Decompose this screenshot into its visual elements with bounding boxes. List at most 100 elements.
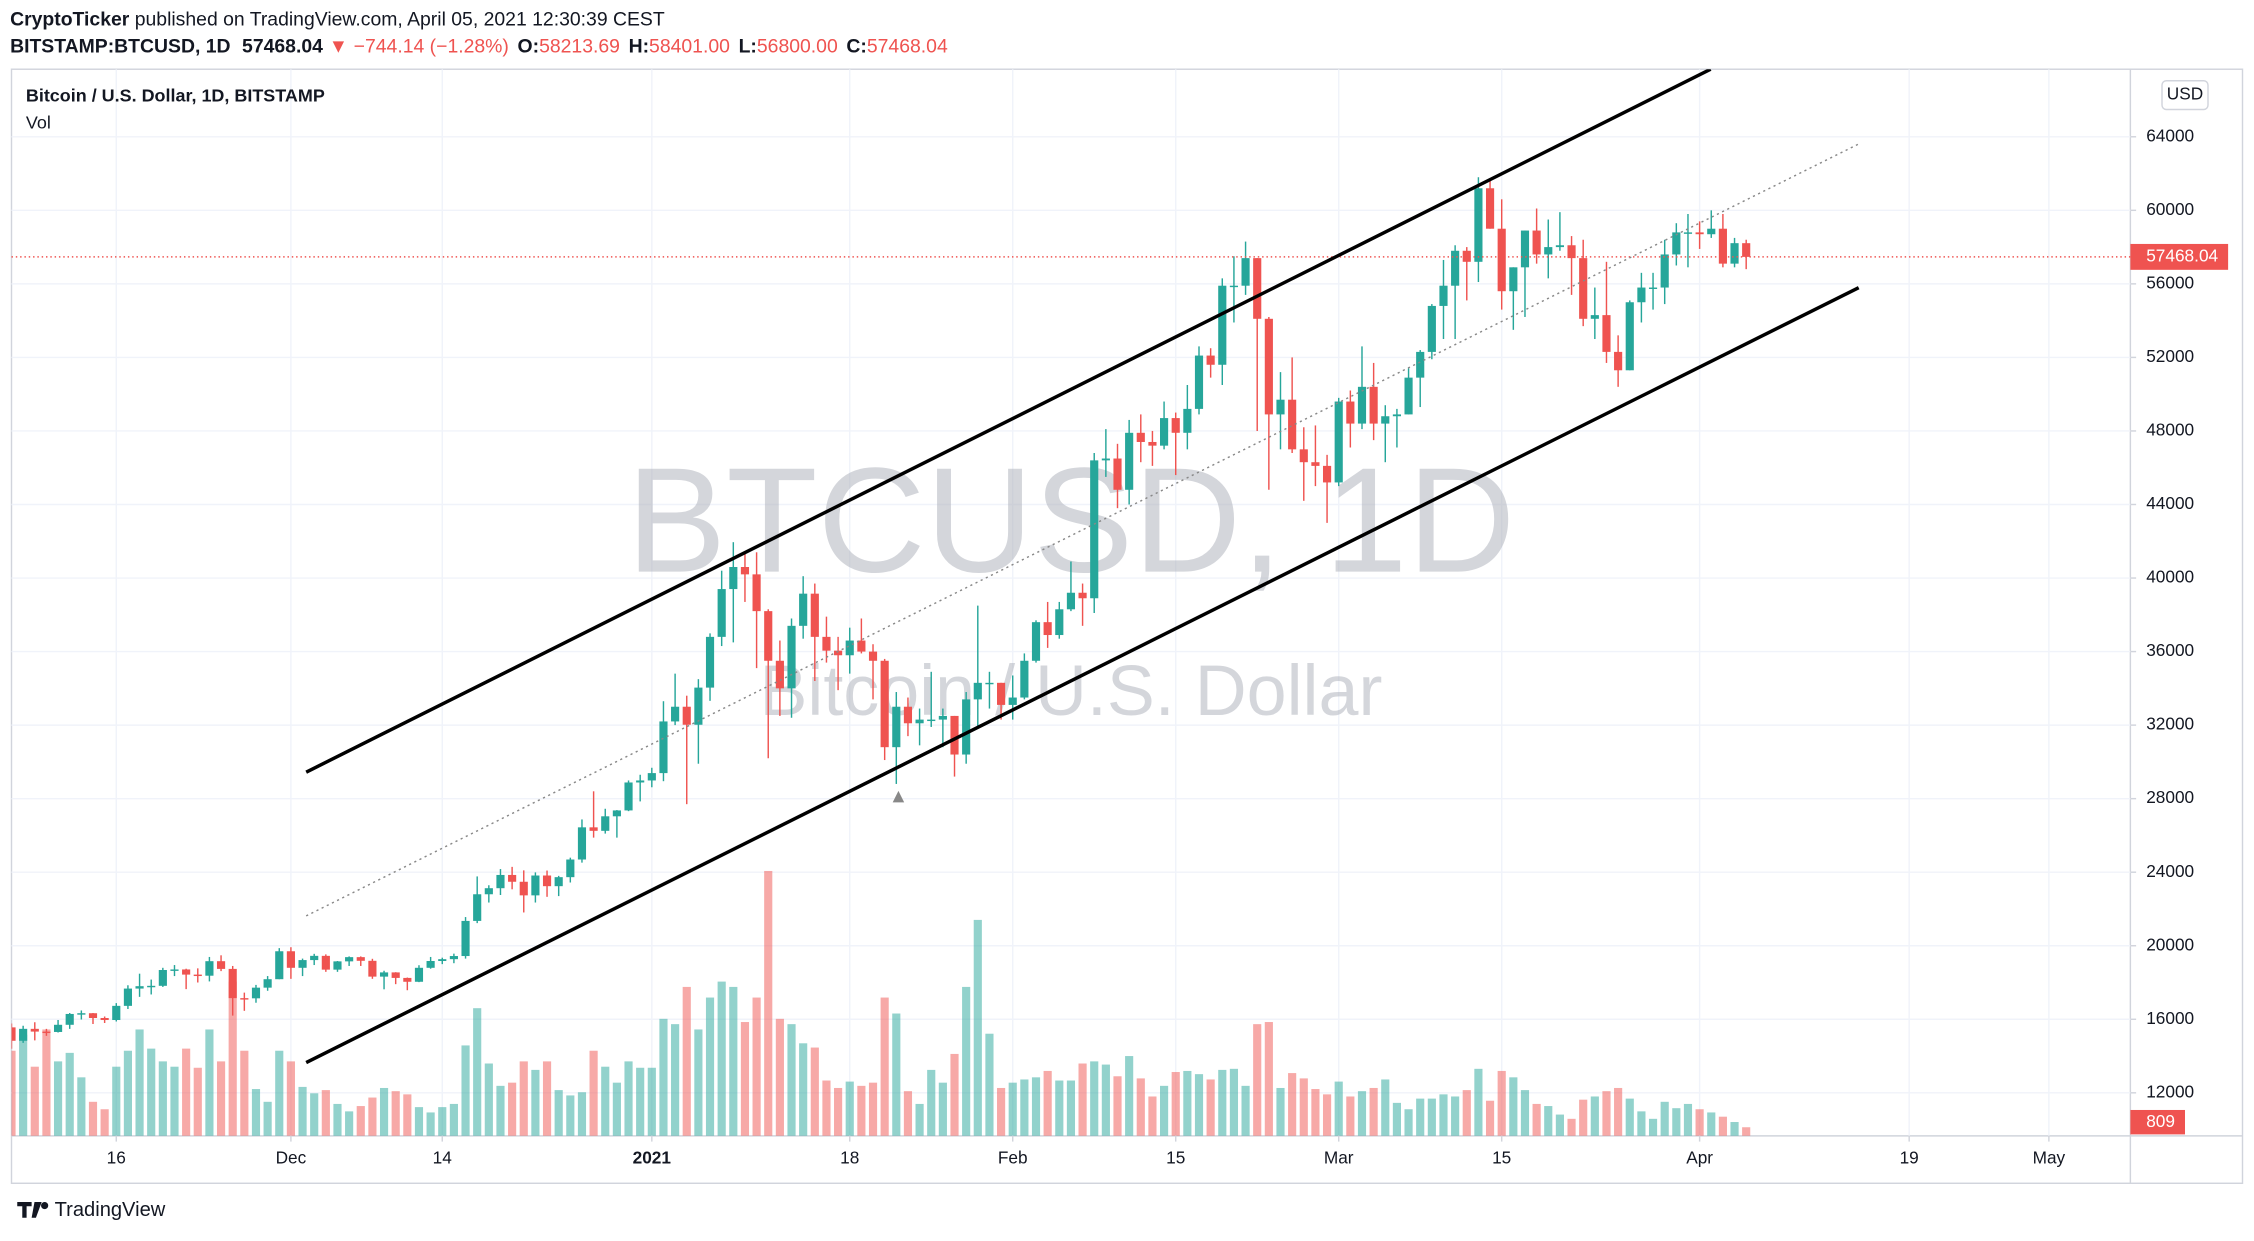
volume-bar bbox=[973, 919, 982, 1136]
candle-body bbox=[1183, 408, 1192, 433]
volume-bar bbox=[1590, 1096, 1599, 1136]
volume-bar bbox=[729, 986, 738, 1136]
volume-bar bbox=[554, 1090, 563, 1136]
candle-body bbox=[182, 969, 191, 975]
candle-body bbox=[228, 968, 237, 999]
volume-bar bbox=[275, 1050, 284, 1136]
volume-bar bbox=[682, 986, 691, 1136]
candle-body bbox=[170, 969, 179, 971]
candle-body bbox=[11, 1027, 16, 1041]
volume-bar bbox=[1113, 1076, 1122, 1136]
volume-bar bbox=[205, 1029, 214, 1136]
volume-bar bbox=[1043, 1070, 1052, 1136]
candle-body bbox=[1160, 418, 1169, 446]
candle-body bbox=[438, 959, 447, 961]
volume-bar bbox=[1288, 1073, 1297, 1136]
candle-body bbox=[694, 687, 703, 725]
volume-bar bbox=[182, 1048, 191, 1136]
candle-body bbox=[636, 780, 645, 783]
candle-body bbox=[205, 961, 214, 976]
volume-bar bbox=[1427, 1098, 1436, 1136]
frame bbox=[10, 68, 2244, 1184]
x-tick-label: Feb bbox=[998, 1147, 1028, 1167]
volume-bar bbox=[717, 981, 726, 1136]
volume-bar bbox=[1509, 1077, 1518, 1136]
volume-bar bbox=[764, 870, 773, 1136]
volume-bar bbox=[484, 1063, 493, 1136]
candle-body bbox=[414, 967, 424, 982]
volume-bar bbox=[1031, 1077, 1041, 1136]
volume-bar bbox=[892, 1013, 901, 1136]
candle-body bbox=[671, 706, 680, 722]
volume-bar bbox=[1346, 1096, 1355, 1136]
volume-bar bbox=[1707, 1112, 1716, 1136]
volume-bar bbox=[857, 1085, 866, 1136]
y-tick-label: 24000 bbox=[2146, 861, 2194, 881]
volume-bar bbox=[903, 1091, 913, 1136]
candle-body bbox=[1392, 414, 1401, 417]
volume-bar bbox=[787, 1024, 796, 1136]
c-label: C: bbox=[846, 36, 866, 58]
candle-body bbox=[403, 977, 412, 982]
x-tick-label: Dec bbox=[276, 1147, 307, 1167]
volume-bar bbox=[147, 1048, 156, 1136]
volume-bar bbox=[1602, 1091, 1611, 1136]
y-tick-label: 60000 bbox=[2146, 199, 2194, 219]
candle-body bbox=[834, 650, 843, 656]
candle-body bbox=[601, 816, 610, 831]
candle-body bbox=[1264, 318, 1273, 415]
candle-body bbox=[112, 1005, 121, 1021]
symbol: BITSTAMP:BTCUSD, 1D bbox=[10, 36, 230, 58]
volume-bar bbox=[1532, 1103, 1541, 1136]
volume-bar bbox=[414, 1107, 424, 1136]
volume-bar bbox=[1369, 1087, 1378, 1136]
marker bbox=[892, 790, 905, 803]
currency[interactable]: USD bbox=[2167, 84, 2203, 104]
candle-body bbox=[356, 957, 365, 961]
y-tick-label: 48000 bbox=[2146, 420, 2194, 440]
volume-bar bbox=[1229, 1068, 1239, 1136]
h-value: 58401.00 bbox=[649, 36, 730, 58]
volume-bar bbox=[1683, 1103, 1693, 1136]
candle-body bbox=[1404, 377, 1413, 415]
volume-bar bbox=[1520, 1090, 1530, 1136]
candle-body bbox=[1497, 228, 1506, 292]
candle-body bbox=[1020, 660, 1029, 698]
candle-body bbox=[484, 888, 493, 895]
volume-bar bbox=[1066, 1080, 1076, 1136]
y-tick-label: 12000 bbox=[2146, 1081, 2194, 1101]
candle-body bbox=[892, 706, 901, 748]
volume-bar bbox=[1136, 1078, 1145, 1136]
published: published on TradingView.com, April 05, … bbox=[129, 8, 665, 30]
volume-bar bbox=[1311, 1089, 1320, 1136]
y-tick-label: 52000 bbox=[2146, 346, 2194, 366]
volume-bar bbox=[1194, 1074, 1204, 1136]
candle-body bbox=[624, 782, 633, 811]
candle-body bbox=[1509, 267, 1518, 292]
volume-pane bbox=[11, 870, 1751, 1136]
candle-body bbox=[810, 593, 819, 637]
candle-body bbox=[764, 611, 773, 661]
currency-box[interactable] bbox=[2161, 80, 2209, 111]
volume-bar bbox=[950, 1053, 959, 1136]
volume-bar bbox=[100, 1109, 109, 1136]
candle-body bbox=[379, 972, 389, 977]
channel-upper bbox=[305, 69, 1712, 774]
volume-bar bbox=[112, 1066, 121, 1136]
candle-body bbox=[752, 574, 761, 612]
candle-body bbox=[275, 951, 284, 980]
volume-bar bbox=[356, 1106, 365, 1136]
y-tick-label: 16000 bbox=[2146, 1008, 2194, 1028]
volume-bar bbox=[240, 1050, 249, 1136]
volume-bar bbox=[496, 1085, 505, 1136]
candle-body bbox=[1253, 258, 1262, 319]
volume-bar bbox=[403, 1094, 412, 1136]
volume-bar bbox=[1660, 1101, 1669, 1136]
candle-body bbox=[193, 974, 202, 977]
footer: TradingView bbox=[55, 1199, 166, 1221]
candle-body bbox=[577, 827, 587, 860]
volume-bar bbox=[461, 1045, 470, 1136]
y-tick-label: 56000 bbox=[2146, 272, 2194, 292]
volume-bar bbox=[310, 1093, 319, 1136]
